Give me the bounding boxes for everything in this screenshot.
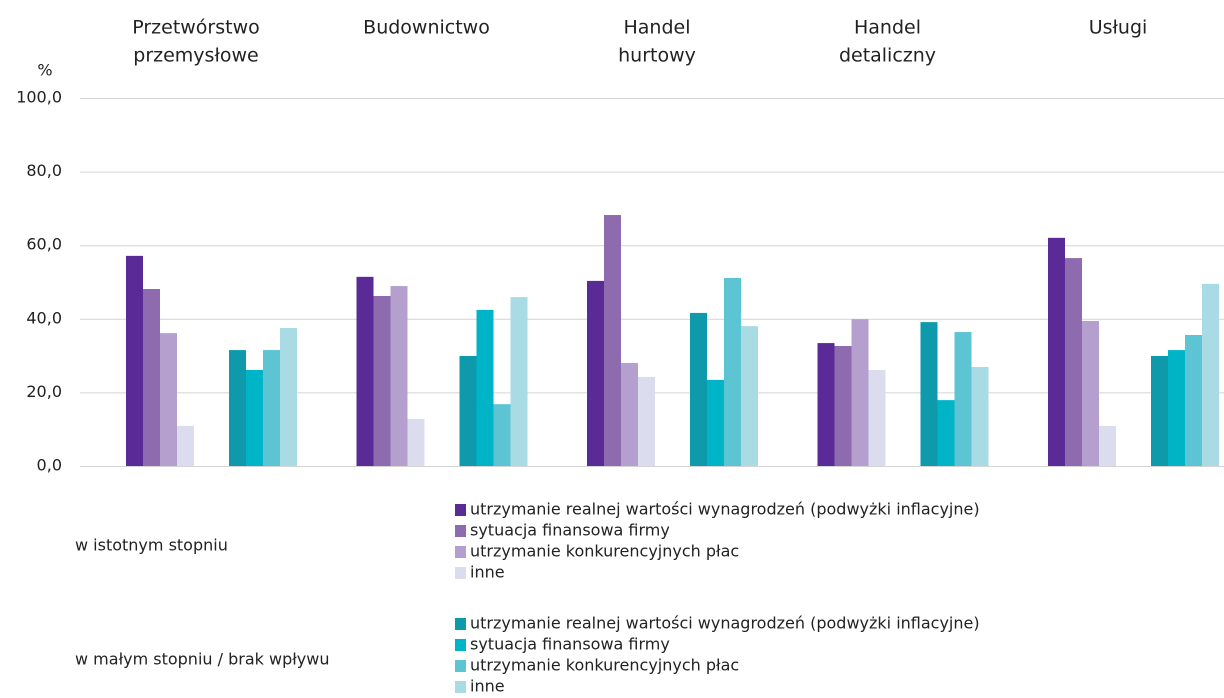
legend-swatch [455, 567, 466, 579]
bar [817, 343, 835, 466]
bar [1151, 355, 1168, 466]
legend-label: utrzymanie realnej wartości wynagrodzeń … [470, 614, 980, 633]
bar [280, 328, 297, 466]
bar [1099, 425, 1116, 466]
bar [1082, 321, 1099, 466]
y-tick-label: 60,0 [26, 235, 62, 254]
bar [246, 369, 263, 466]
y-tick-label: 80,0 [26, 161, 62, 180]
bar [459, 355, 477, 466]
bar [143, 288, 160, 466]
bar [160, 333, 177, 466]
y-axis-label: % [37, 61, 52, 80]
category-label: Przetwórstwo [132, 17, 260, 39]
bar [390, 286, 408, 466]
bar [638, 376, 655, 466]
bar [724, 277, 741, 466]
legend-label: utrzymanie realnej wartości wynagrodzeń … [470, 500, 980, 519]
legend-swatch [455, 504, 466, 516]
legend-label: utrzymanie konkurencyjnych płac [470, 542, 739, 561]
bar [1185, 334, 1202, 466]
y-tick-label: 40,0 [26, 308, 62, 327]
bar [177, 425, 194, 466]
bar [1065, 258, 1082, 466]
bar [937, 400, 955, 466]
legend-swatch [455, 546, 466, 558]
bar [407, 418, 425, 466]
category-label: Usługi [1089, 17, 1148, 39]
y-tick-label: 0,0 [37, 456, 62, 475]
bar [373, 295, 391, 466]
category-label: detaliczny [839, 45, 936, 67]
y-tick-label: 20,0 [26, 382, 62, 401]
legend-label: inne [470, 677, 505, 696]
legend-label: sytuacja finansowa firmy [470, 635, 670, 654]
bar [954, 332, 972, 466]
bar [126, 255, 143, 466]
legend-label: utrzymanie konkurencyjnych płac [470, 656, 739, 675]
legend-label: sytuacja finansowa firmy [470, 521, 670, 540]
legend-swatch [455, 525, 466, 537]
category-label: Handel [623, 17, 690, 39]
bar [476, 309, 494, 466]
legend-group-label: w małym stopniu / brak wpływu [75, 650, 329, 669]
bar [587, 280, 604, 466]
legend-swatch [455, 681, 466, 693]
bar [604, 215, 621, 466]
category-label: przemysłowe [133, 45, 258, 67]
bar [493, 404, 511, 466]
category-label: hurtowy [618, 45, 696, 67]
bar [621, 362, 638, 466]
bar [356, 276, 374, 466]
legend-swatch [455, 660, 466, 672]
category-label: Handel [854, 17, 921, 39]
legend-swatch [455, 639, 466, 651]
bar [868, 369, 886, 466]
bar [920, 322, 938, 466]
bar [690, 312, 707, 466]
bar [1048, 237, 1065, 466]
legend-group-label: w istotnym stopniu [75, 536, 228, 555]
bar [229, 350, 246, 466]
y-tick-label: 100,0 [16, 88, 62, 107]
bar [971, 367, 989, 466]
bar [1202, 283, 1219, 466]
bar [851, 319, 869, 466]
legend-swatch [455, 618, 466, 630]
bar [707, 379, 724, 466]
legend-label: inne [470, 563, 505, 582]
bar [741, 326, 758, 466]
bar [1168, 350, 1185, 466]
bar [263, 350, 280, 466]
category-label: Budownictwo [363, 17, 490, 39]
bar [510, 297, 528, 466]
bar [834, 346, 852, 466]
